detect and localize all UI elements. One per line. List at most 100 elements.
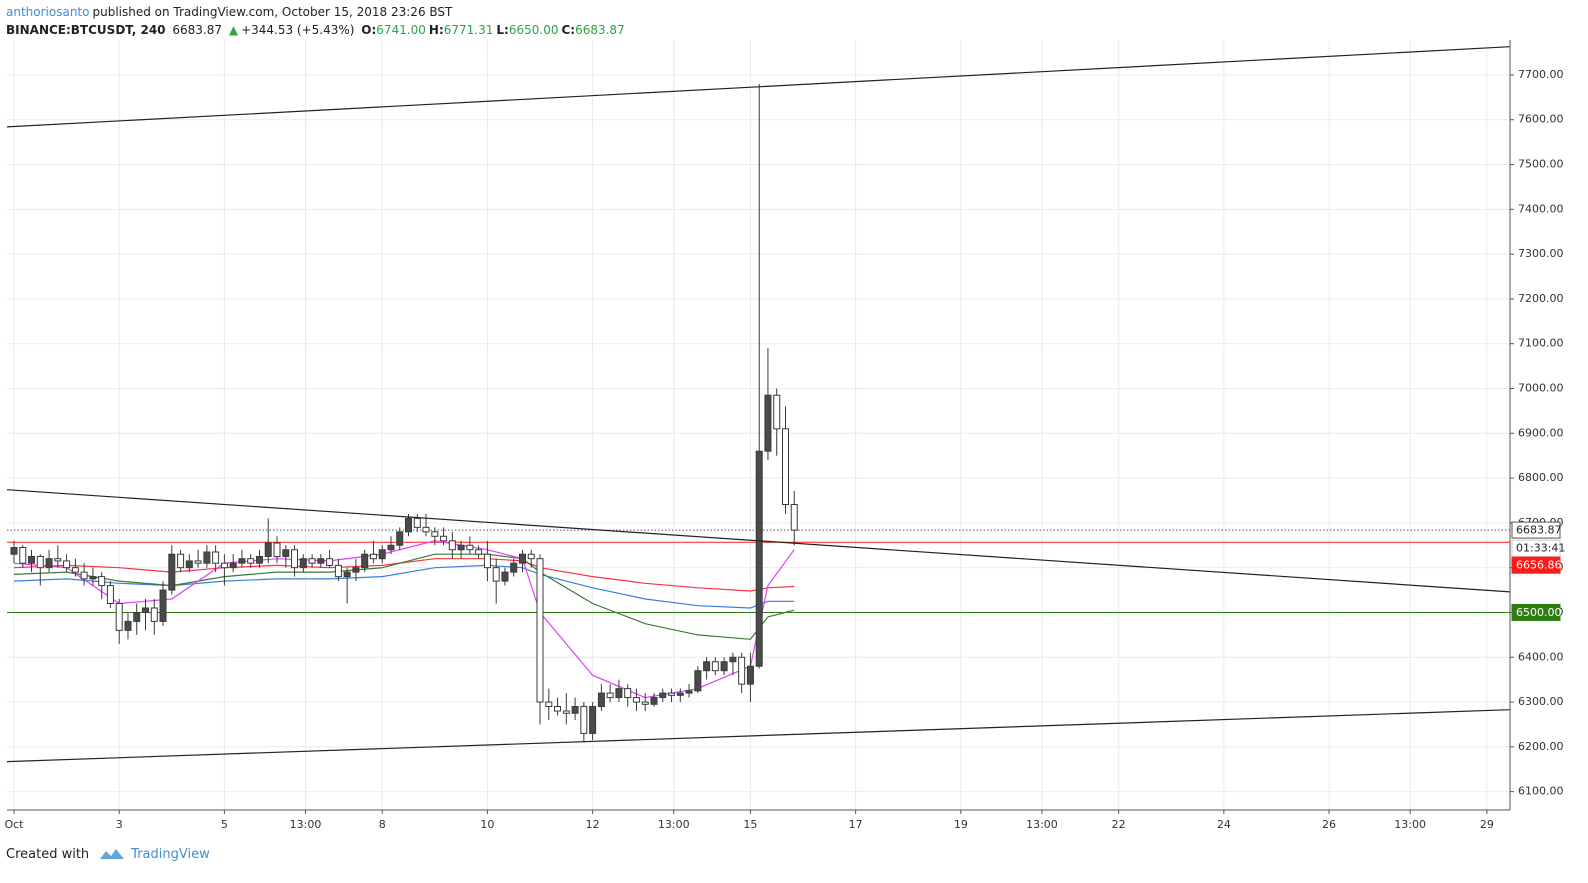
- ohlc: O:6741.00 H:6771.31 L:6650.00 C:6683.87: [361, 23, 627, 37]
- candle-body: [615, 688, 623, 699]
- x-tick-label: 10: [480, 818, 494, 831]
- x-tick-label: 13:00: [658, 818, 690, 831]
- candle-body: [247, 558, 255, 564]
- candle-body: [264, 542, 272, 557]
- candle-body: [440, 535, 448, 542]
- candle-body: [519, 553, 527, 564]
- candle-body: [632, 697, 640, 703]
- footer: Created with TradingView: [6, 845, 210, 863]
- trendline: [7, 46, 1510, 128]
- candle-body: [457, 544, 465, 551]
- candle-body: [150, 607, 158, 622]
- candle-body: [510, 562, 518, 573]
- candle-body: [63, 560, 71, 569]
- candle-body: [431, 531, 439, 537]
- candle-body: [255, 555, 263, 564]
- candle-body: [562, 710, 570, 714]
- candle-body: [396, 531, 404, 546]
- candle-body: [133, 611, 141, 622]
- candle-body: [54, 558, 62, 562]
- x-tick-label: 26: [1322, 818, 1336, 831]
- candle-body: [782, 428, 790, 506]
- line-price-label-box: [1511, 603, 1561, 621]
- ohlc-value: 6771.31: [443, 23, 494, 37]
- candle-body: [483, 553, 491, 569]
- ohlc-label: O:: [361, 23, 377, 37]
- candle-body: [720, 661, 728, 672]
- candle-body: [746, 665, 754, 685]
- candle-body: [317, 558, 325, 564]
- candle-body: [19, 547, 27, 564]
- candle-body: [448, 540, 456, 551]
- candle-body: [308, 558, 316, 564]
- y-tick-label: 7700.00: [1518, 68, 1564, 81]
- trendline: [7, 709, 1510, 763]
- candle-body: [343, 571, 351, 578]
- candle-body: [405, 517, 413, 533]
- candle-body: [229, 562, 237, 569]
- last-price-label: 6683.87: [1516, 524, 1562, 537]
- candle-body: [641, 701, 649, 705]
- candle-body: [536, 558, 544, 703]
- plot: [7, 46, 1510, 763]
- candle-body: [624, 688, 632, 699]
- ohlc-value: 6683.87: [575, 23, 625, 37]
- brand[interactable]: TradingView: [131, 846, 210, 862]
- candle-body: [282, 549, 290, 557]
- candle-body: [369, 553, 377, 560]
- y-tick-label: 7500.00: [1518, 158, 1564, 171]
- x-tick-label: 24: [1217, 818, 1231, 831]
- candle-body: [28, 555, 36, 564]
- candle-body: [10, 547, 18, 555]
- candle-body: [738, 656, 746, 685]
- y-tick-label: 6200.00: [1518, 740, 1564, 753]
- line-price-label: 6500.00: [1516, 606, 1562, 619]
- line-price-label-box: [1511, 556, 1561, 574]
- candle-body: [659, 692, 667, 699]
- candle-body: [194, 560, 202, 564]
- candle-body: [711, 661, 719, 672]
- x-tick-label: 5: [221, 818, 228, 831]
- candle-body: [220, 562, 228, 569]
- x-tick-label: 12: [586, 818, 600, 831]
- candle-body: [352, 567, 360, 573]
- x-tick-label: 17: [849, 818, 863, 831]
- candle-body: [650, 697, 658, 705]
- candle-body: [668, 692, 676, 696]
- candle-body: [685, 690, 693, 694]
- candle-body: [273, 542, 281, 557]
- x-tick-label: 8: [379, 818, 386, 831]
- x-tick-label: 13:00: [290, 818, 322, 831]
- candle-body: [589, 706, 597, 734]
- countdown-label-box: [1511, 539, 1561, 557]
- candle-body: [387, 544, 395, 551]
- candle-body: [124, 620, 132, 631]
- trendline: [7, 489, 1510, 593]
- candle-body: [168, 553, 176, 591]
- candle-body: [106, 585, 114, 605]
- candle-body: [177, 553, 185, 569]
- x-tick-label: 15: [743, 818, 757, 831]
- ohlc-value: 6741.00: [376, 23, 426, 37]
- candle-body: [238, 558, 246, 564]
- candle-body: [203, 551, 211, 564]
- candle-body: [527, 553, 535, 560]
- published: published on TradingView.com, October 15…: [92, 5, 453, 19]
- author[interactable]: anthoriosanto: [6, 5, 90, 19]
- change: +344.53 (+5.43%): [241, 23, 355, 37]
- header-line1: anthoriosanto published on TradingView.co…: [6, 3, 631, 21]
- candle-body: [790, 504, 798, 531]
- y-tick-label: 6100.00: [1518, 785, 1564, 798]
- arrow: ▲: [228, 23, 239, 37]
- y-tick-label: 6800.00: [1518, 471, 1564, 484]
- x-tick-label: 3: [116, 818, 123, 831]
- y-tick-label: 7100.00: [1518, 337, 1564, 350]
- candle-body: [45, 558, 53, 569]
- candle-body: [755, 450, 763, 667]
- candle-body: [89, 576, 97, 580]
- x-tick-label: 13:00: [1026, 818, 1058, 831]
- y-tick-label: 7200.00: [1518, 292, 1564, 305]
- ohlc-value: 6650.00: [508, 23, 559, 37]
